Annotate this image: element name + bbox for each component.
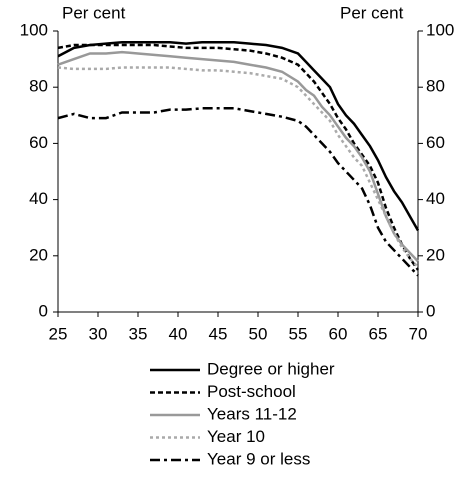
y-tick-label: 80: [29, 77, 48, 96]
legend-label: Years 11-12: [207, 404, 297, 423]
x-tick-label: 65: [369, 324, 388, 343]
y-tick-label: 60: [29, 133, 48, 152]
series-line: [57, 40, 420, 232]
y2-tick-label: 40: [426, 189, 445, 208]
series-line: [57, 50, 419, 263]
x-tick-label: 30: [89, 324, 108, 343]
y-tick-label: 40: [29, 189, 48, 208]
x-tick-label: 25: [49, 324, 68, 343]
x-tick-label: 60: [329, 324, 348, 343]
series-line: [57, 107, 419, 277]
y-tick-label: 0: [39, 301, 48, 320]
x-tick-label: 45: [209, 324, 228, 343]
y-axis-label: Per cent: [62, 3, 126, 22]
y-tick-label: 20: [29, 245, 48, 264]
y-tick-label: 100: [20, 20, 48, 39]
legend-label: Degree or higher: [207, 359, 335, 378]
x-tick-label: 35: [129, 324, 148, 343]
y2-tick-label: 20: [426, 245, 445, 264]
x-tick-label: 70: [409, 324, 428, 343]
y2-tick-label: 60: [426, 133, 445, 152]
series-line: [57, 66, 419, 268]
y2-tick-label: 80: [426, 77, 445, 96]
x-tick-label: 55: [289, 324, 308, 343]
legend-label: Year 10: [207, 427, 265, 446]
x-tick-label: 40: [169, 324, 188, 343]
legend-label: Year 9 or less: [207, 449, 310, 468]
y2-tick-label: 0: [426, 301, 435, 320]
legend-label: Post-school: [207, 382, 296, 401]
x-tick-label: 50: [249, 324, 268, 343]
series-line: [57, 43, 420, 271]
y2-tick-label: 100: [426, 20, 454, 39]
y2-axis-label: Per cent: [340, 3, 404, 22]
